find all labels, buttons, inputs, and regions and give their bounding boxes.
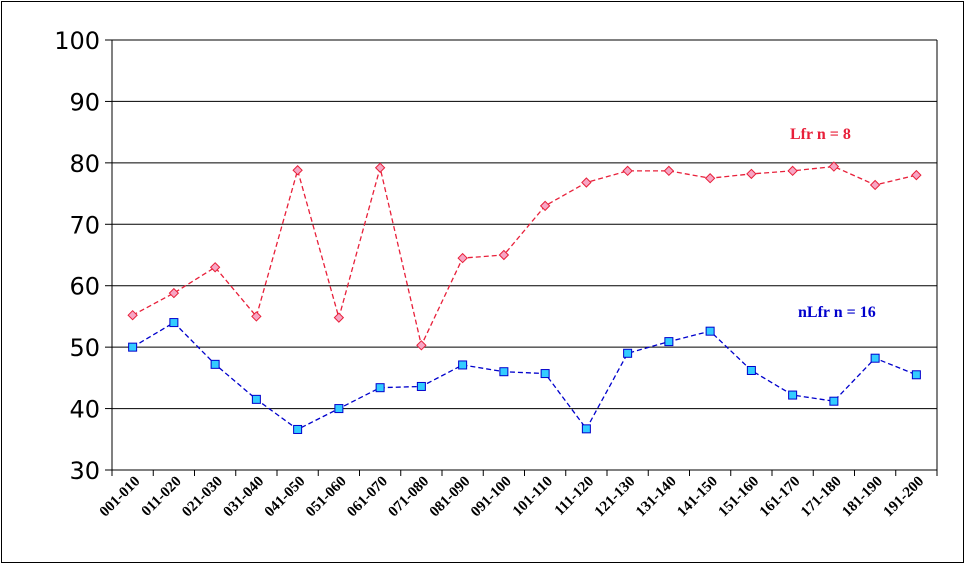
data-point xyxy=(581,177,592,188)
gridlines xyxy=(112,39,937,410)
series-line-1 xyxy=(132,321,917,431)
y-tick-label: 50 xyxy=(69,334,100,362)
series-label-nlfr: nLfr n = 16 xyxy=(798,304,876,321)
data-point xyxy=(911,370,921,380)
data-point xyxy=(869,179,881,191)
series-label-lfr: Lfr n = 8 xyxy=(790,126,851,143)
y-tick-label: 60 xyxy=(69,273,100,301)
data-point xyxy=(169,318,179,328)
data-point xyxy=(292,165,303,176)
y-tick-label: 80 xyxy=(69,150,100,178)
data-point xyxy=(499,367,509,377)
y-tick-label: 40 xyxy=(69,396,100,424)
data-point xyxy=(870,353,880,363)
data-point xyxy=(168,287,180,299)
data-point xyxy=(210,359,220,369)
data-point xyxy=(209,262,221,273)
x-tick-label: 141-150 xyxy=(674,474,721,521)
data-point xyxy=(251,311,262,322)
x-tick-label: 131-140 xyxy=(633,474,680,521)
data-point xyxy=(746,365,756,375)
axes xyxy=(105,39,938,476)
x-tick-label: 081-090 xyxy=(427,474,474,521)
y-tick-labels: 30 40 50 60 70 80 90 100 xyxy=(54,27,100,485)
y-tick-label: 70 xyxy=(69,211,100,239)
data-point xyxy=(623,348,633,358)
data-point xyxy=(334,404,344,414)
data-point xyxy=(828,161,840,172)
data-point xyxy=(498,249,510,261)
x-tick-labels: 001-010011-020021-030031-040041-050051-0… xyxy=(97,474,927,521)
data-point xyxy=(293,424,303,434)
x-tick-label: 051-060 xyxy=(303,474,350,521)
data-point xyxy=(911,169,922,181)
data-point xyxy=(622,165,633,177)
series-0 xyxy=(127,161,922,351)
data-point xyxy=(539,200,551,212)
y-tick-label: 30 xyxy=(69,457,100,485)
data-point xyxy=(416,381,426,391)
x-tick-label: 171-180 xyxy=(798,474,845,521)
x-tick-label: 161-170 xyxy=(757,474,804,521)
x-tick-label: 021-030 xyxy=(179,474,226,521)
data-point xyxy=(829,396,839,406)
data-point xyxy=(664,337,674,347)
data-point xyxy=(705,326,715,336)
y-tick-label: 90 xyxy=(69,88,100,116)
data-point xyxy=(416,340,427,351)
series-1 xyxy=(128,318,921,434)
x-tick-label: 191-200 xyxy=(881,474,928,521)
data-point xyxy=(788,390,798,400)
x-tick-label: 071-080 xyxy=(386,474,433,521)
data-point xyxy=(251,394,261,404)
data-point xyxy=(127,309,138,321)
series-group xyxy=(127,161,922,434)
x-tick-label: 031-040 xyxy=(221,474,268,521)
x-tick-label: 041-050 xyxy=(262,474,309,521)
data-point xyxy=(375,383,385,393)
x-tick-label: 121-130 xyxy=(592,474,639,521)
series-line-0 xyxy=(132,165,917,348)
x-tick-label: 011-020 xyxy=(139,474,185,520)
x-tick-label: 151-160 xyxy=(716,474,763,521)
data-point xyxy=(581,424,591,434)
x-tick-label: 181-190 xyxy=(839,474,886,521)
x-tick-label: 001-010 xyxy=(97,474,144,521)
data-point xyxy=(704,173,716,184)
data-point xyxy=(128,342,138,352)
data-point xyxy=(333,312,345,323)
data-point xyxy=(457,252,468,264)
data-point xyxy=(374,162,386,173)
data-point xyxy=(458,360,468,370)
x-tick-label: 101-110 xyxy=(510,474,556,520)
data-point xyxy=(663,165,675,177)
data-point xyxy=(540,369,550,379)
x-tick-label: 111-120 xyxy=(552,474,597,519)
data-point xyxy=(746,168,757,180)
x-tick-label: 091-100 xyxy=(468,474,515,521)
y-tick-label: 100 xyxy=(54,27,100,55)
x-tick-label: 061-070 xyxy=(344,474,391,521)
data-point xyxy=(787,165,798,177)
